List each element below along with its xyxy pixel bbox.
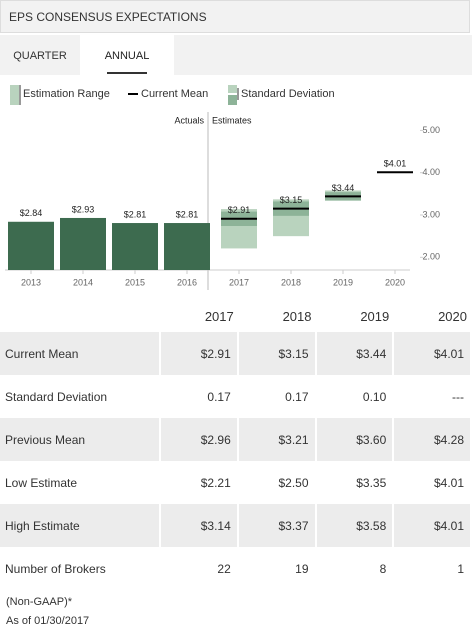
cell: $3.14: [159, 504, 239, 547]
cell: 0.17: [159, 375, 239, 418]
cell: $2.91: [159, 332, 239, 375]
value-label: $3.44: [332, 183, 355, 193]
annotation: Actuals: [174, 115, 204, 125]
table-row: Previous Mean $2.96 $3.21 $3.60 $4.28: [0, 418, 472, 461]
y-tick-label: 2.00: [422, 252, 440, 262]
tab-bar: QUARTER ANNUAL: [0, 35, 472, 75]
cell: $3.37: [236, 504, 317, 547]
table-row: High Estimate $3.14 $3.37 $3.58 $4.01: [0, 504, 472, 547]
legend-swatch: [228, 95, 237, 105]
value-label: $3.15: [280, 195, 303, 205]
legend-label: Current Mean: [141, 88, 208, 100]
y-tick-label: 4.00: [422, 167, 440, 177]
x-tick-label: 2015: [125, 277, 145, 287]
value-label: $2.84: [20, 208, 43, 218]
cell: $3.44: [314, 332, 395, 375]
cell: $4.28: [392, 418, 472, 461]
actual-bar: [112, 223, 158, 270]
table-row: Number of Brokers 22 19 8 1: [0, 547, 472, 590]
x-tick-label: 2019: [333, 277, 353, 287]
column-header: 2019: [360, 308, 390, 324]
annotation: Estimates: [212, 115, 252, 125]
legend-label: Estimation Range: [23, 88, 110, 100]
cell: 0.10: [314, 375, 395, 418]
table-row: Standard Deviation 0.17 0.17 0.10 ---: [0, 375, 472, 418]
legend-swatch: [10, 85, 19, 105]
cell: $4.01: [392, 332, 472, 375]
cell: $3.60: [314, 418, 395, 461]
value-label: $2.81: [124, 209, 147, 219]
value-label: $2.91: [228, 205, 251, 215]
column-header: 2018: [282, 308, 312, 324]
column-header: 2020: [438, 308, 467, 324]
actual-bar: [60, 217, 106, 270]
cell: $3.35: [314, 461, 395, 504]
cell: 0.17: [236, 375, 317, 418]
cell: $4.01: [392, 461, 472, 504]
actual-bar: [8, 221, 54, 270]
legend-swatch: [228, 85, 237, 93]
value-label: $2.93: [72, 204, 95, 214]
column-header: 2017: [204, 308, 234, 324]
header-row: 2017 2018 2019 2020: [0, 300, 471, 332]
as-of-date: As of 01/30/2017: [6, 615, 90, 627]
footnote: (Non-GAAP)*: [6, 596, 73, 608]
tab-active[interactable]: ANNUAL: [80, 35, 174, 75]
cell: 19: [236, 547, 317, 590]
x-tick-label: 2013: [21, 277, 41, 287]
actual-bar: [164, 223, 210, 270]
row-label: Low Estimate: [0, 461, 161, 504]
cell: 22: [159, 547, 239, 590]
widget-title: EPS CONSENSUS EXPECTATIONS: [0, 0, 470, 33]
cell: $3.58: [314, 504, 395, 547]
y-tick-label: 3.00: [422, 209, 440, 219]
x-tick-label: 2014: [73, 277, 93, 287]
row-label: Current Mean: [0, 332, 161, 375]
table-row: Current Mean $2.91 $3.15 $3.44 $4.01: [0, 332, 472, 375]
row-label: Standard Deviation: [0, 375, 161, 418]
row-label: Previous Mean: [0, 418, 161, 461]
row-label: High Estimate: [0, 504, 161, 547]
cell: $4.01: [392, 504, 472, 547]
table-row: Low Estimate $2.21 $2.50 $3.35 $4.01: [0, 461, 472, 504]
x-tick-label: 2017: [229, 277, 249, 287]
cell: ---: [392, 375, 472, 418]
cell: $2.96: [159, 418, 239, 461]
value-label: $2.81: [176, 209, 199, 219]
x-tick-label: 2020: [385, 277, 405, 287]
cell: $2.50: [236, 461, 317, 504]
value-label: $4.01: [384, 159, 407, 169]
legend-label: Standard Deviation: [241, 88, 335, 100]
cell: $2.21: [159, 461, 239, 504]
tab[interactable]: QUARTER: [13, 50, 67, 62]
cell: $3.15: [236, 332, 317, 375]
row-label: Number of Brokers: [0, 547, 161, 590]
cell: 1: [392, 547, 472, 590]
x-tick-label: 2018: [281, 277, 301, 287]
chart: Estimation Range Current Mean Standard Dev…: [5, 85, 440, 290]
estimates-table: 2017 2018 2019 2020 Current Mean $2.91 $3.15 $…: [0, 300, 472, 590]
x-tick-label: 2016: [177, 277, 197, 287]
cell: $3.21: [236, 418, 317, 461]
cell: 8: [314, 547, 395, 590]
y-tick-label: 5.00: [422, 125, 440, 135]
